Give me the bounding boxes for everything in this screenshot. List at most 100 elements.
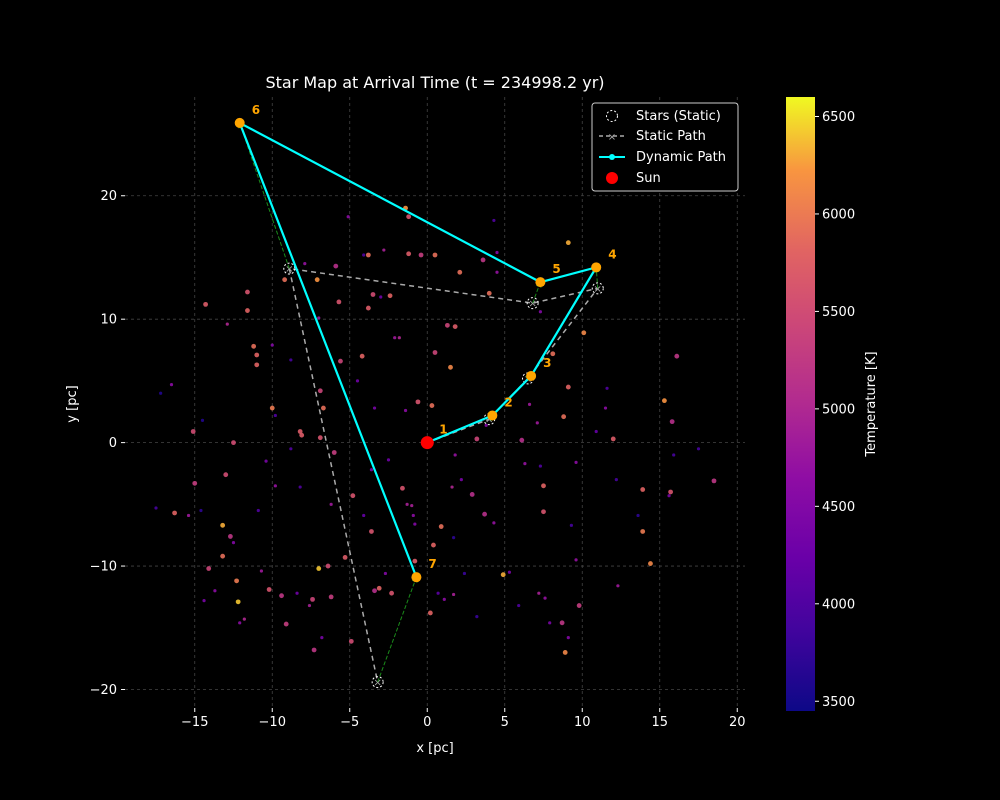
waypoint-marker bbox=[535, 277, 546, 288]
background-star bbox=[566, 636, 570, 640]
y-tick-label: 10 bbox=[100, 313, 117, 328]
background-star bbox=[537, 591, 541, 595]
background-star bbox=[273, 484, 277, 488]
background-star bbox=[389, 590, 394, 596]
background-star bbox=[605, 386, 609, 390]
background-star bbox=[640, 529, 646, 534]
background-star bbox=[636, 513, 640, 518]
background-star bbox=[561, 414, 567, 420]
background-star bbox=[325, 563, 331, 569]
waypoint-marker bbox=[487, 410, 498, 421]
background-star bbox=[228, 534, 233, 539]
x-axis-label: x [pc] bbox=[416, 741, 453, 756]
x-tick-label: 10 bbox=[574, 715, 591, 730]
background-star bbox=[220, 553, 226, 559]
background-star bbox=[569, 523, 574, 527]
background-star bbox=[418, 252, 424, 258]
static-path-marker: × bbox=[528, 299, 536, 310]
background-star bbox=[256, 508, 260, 513]
background-star bbox=[535, 421, 539, 425]
background-star bbox=[254, 352, 260, 358]
colorbar-tick-label: 5500 bbox=[822, 305, 855, 320]
waypoint-label: 5 bbox=[552, 262, 560, 276]
waypoint-marker bbox=[234, 117, 245, 128]
background-star bbox=[541, 509, 546, 515]
background-star bbox=[648, 561, 653, 566]
background-star bbox=[310, 596, 315, 602]
background-star bbox=[235, 599, 241, 605]
background-star bbox=[200, 418, 205, 422]
colorbar-tick-label: 3500 bbox=[822, 695, 855, 710]
x-tick-label: 20 bbox=[729, 715, 746, 730]
background-star bbox=[562, 650, 568, 655]
background-star bbox=[674, 353, 680, 359]
background-star bbox=[202, 599, 206, 603]
chart-title: Star Map at Arrival Time (t = 234998.2 y… bbox=[265, 73, 604, 92]
background-star bbox=[365, 252, 371, 258]
legend-sun: Sun bbox=[636, 171, 661, 186]
background-star bbox=[376, 585, 382, 591]
background-star bbox=[397, 336, 401, 340]
background-star bbox=[311, 647, 317, 653]
y-tick-label: 20 bbox=[100, 189, 117, 204]
waypoint-marker bbox=[526, 370, 537, 381]
background-star bbox=[457, 269, 463, 275]
background-star bbox=[462, 571, 467, 576]
background-star bbox=[410, 503, 414, 508]
background-star bbox=[565, 240, 571, 246]
background-star bbox=[199, 508, 203, 513]
background-star bbox=[206, 566, 212, 571]
sun-marker bbox=[420, 436, 434, 450]
background-star bbox=[486, 290, 492, 296]
colorbar-label: Temperature [K] bbox=[864, 351, 879, 457]
background-star bbox=[213, 589, 217, 593]
background-star bbox=[269, 405, 275, 411]
waypoint-marker bbox=[591, 262, 602, 273]
background-star bbox=[245, 289, 250, 295]
background-star bbox=[541, 483, 546, 489]
legend-static-stars: Stars (Static) bbox=[636, 109, 721, 124]
background-star bbox=[411, 513, 415, 518]
static-path: ×××××× bbox=[283, 262, 604, 689]
background-star bbox=[696, 447, 701, 451]
background-star bbox=[231, 540, 236, 545]
background-star bbox=[348, 638, 354, 644]
background-star bbox=[362, 253, 366, 257]
background-star bbox=[234, 578, 240, 584]
static-path-marker: × bbox=[373, 678, 381, 689]
background-star bbox=[242, 617, 246, 621]
background-star bbox=[668, 489, 673, 495]
background-star bbox=[452, 536, 456, 540]
background-star bbox=[317, 316, 321, 320]
background-star bbox=[273, 413, 277, 418]
background-star bbox=[427, 610, 433, 616]
background-star bbox=[438, 524, 444, 529]
background-star bbox=[667, 494, 671, 498]
background-star bbox=[320, 636, 324, 640]
legend-static-path-marker: × bbox=[608, 132, 616, 143]
background-star bbox=[581, 330, 587, 336]
background-star bbox=[550, 351, 556, 357]
background-star bbox=[298, 485, 302, 489]
background-star bbox=[452, 592, 456, 597]
background-star bbox=[336, 299, 342, 305]
background-star bbox=[482, 511, 487, 517]
background-star bbox=[415, 399, 421, 405]
background-star bbox=[172, 510, 178, 516]
background-star bbox=[372, 588, 377, 594]
background-star bbox=[270, 343, 274, 347]
background-star bbox=[406, 214, 412, 220]
background-star bbox=[365, 305, 371, 311]
legend-static-star-marker bbox=[606, 110, 618, 122]
background-star bbox=[379, 295, 383, 299]
background-star bbox=[413, 522, 417, 526]
colorbar-tick-label: 5000 bbox=[822, 402, 855, 417]
background-star bbox=[594, 429, 598, 434]
background-star bbox=[576, 603, 582, 608]
background-star bbox=[321, 405, 326, 411]
background-star bbox=[283, 621, 289, 627]
waypoint-label: 6 bbox=[252, 103, 260, 117]
background-star bbox=[492, 218, 496, 223]
background-star bbox=[405, 502, 409, 506]
background-star bbox=[431, 542, 436, 548]
